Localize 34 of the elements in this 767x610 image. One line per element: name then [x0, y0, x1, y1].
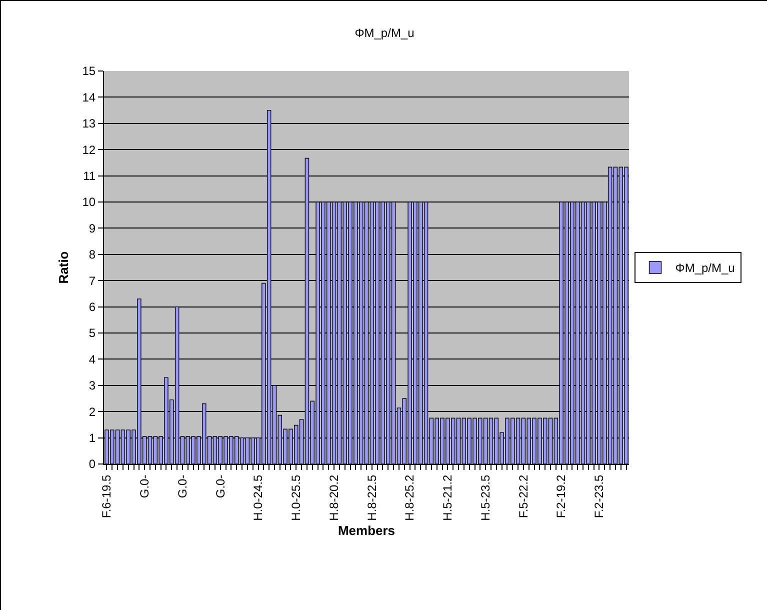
x-tick-label: F.6-19.5: [100, 474, 114, 518]
x-tick-label: H.0-25.5: [289, 474, 304, 521]
y-tick-label: 12: [82, 142, 96, 157]
y-tick-label: 1: [88, 431, 96, 445]
x-tick-label: G.0-: [137, 474, 152, 498]
y-tick-label: 10: [82, 195, 96, 210]
y-tick-label: 6: [88, 300, 96, 314]
y-tick-label: 0: [88, 457, 96, 472]
y-tick-label: 3: [88, 378, 96, 393]
chart-title: ΦM_p/M_u: [354, 26, 414, 40]
y-tick-label: 13: [82, 116, 96, 131]
x-tick-label: F.5-22.2: [516, 474, 530, 518]
y-tick-label: 11: [83, 169, 96, 183]
y-tick-label: 5: [88, 326, 96, 340]
y-tick-label: 2: [88, 404, 96, 419]
y-tick-label: 4: [88, 352, 96, 366]
x-tick-label: G.0-: [213, 474, 228, 498]
x-tick-label: H.8-25.2: [402, 474, 417, 521]
y-tick-label: 9: [88, 221, 96, 236]
x-tick-label: F.2-19.2: [554, 474, 568, 518]
x-tick-label: H.5-23.5: [478, 474, 492, 521]
x-tick-label: H.5-21.2: [440, 474, 455, 521]
y-tick-label: 8: [88, 248, 96, 262]
legend-label: ΦM_p/M_u: [675, 261, 735, 276]
y-tick-label: 7: [88, 274, 96, 288]
x-tick-label: G.0-: [175, 474, 190, 498]
x-axis-title: Members: [338, 522, 396, 538]
x-tick-label: H.0-24.5: [251, 474, 266, 521]
y-axis-title: Ratio: [56, 251, 71, 284]
y-tick-label: 15: [82, 64, 96, 78]
x-tick-label: H.8-20.2: [326, 474, 341, 521]
y-tick-label: 14: [82, 90, 96, 104]
x-tick-label: H.8-22.5: [364, 474, 379, 521]
x-tick-label: F.2-23.5: [592, 474, 606, 518]
